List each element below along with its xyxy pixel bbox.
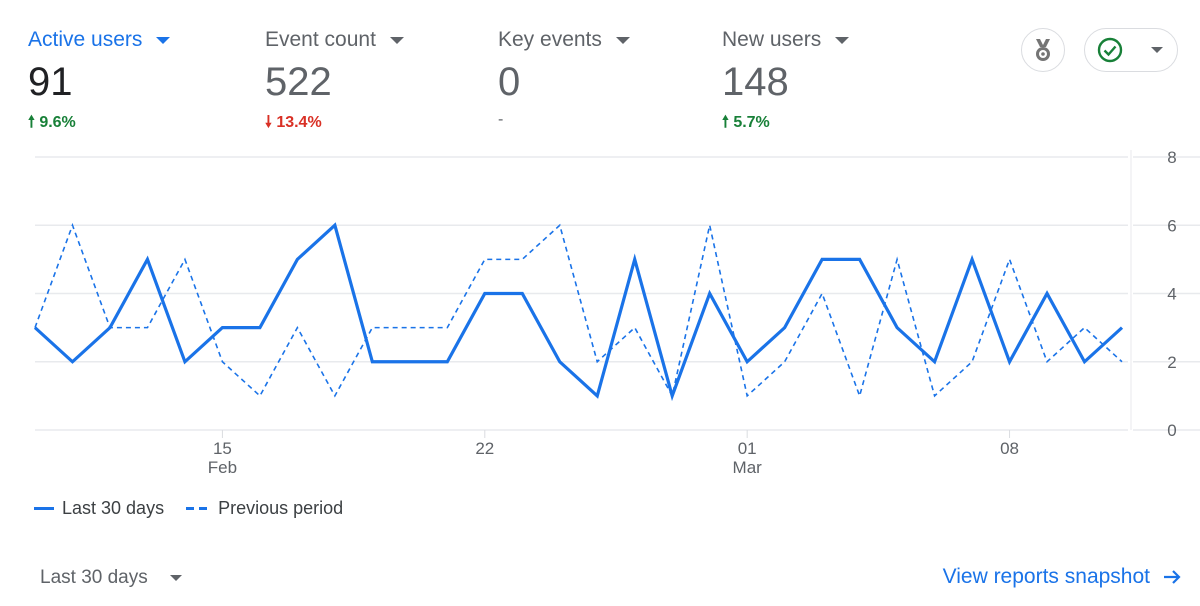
metric-value: 148	[722, 60, 789, 104]
metric-label[interactable]: Active users	[28, 28, 171, 52]
metric-value: 522	[265, 60, 332, 104]
y-tick-label: 2	[1167, 353, 1176, 372]
caret-down-icon	[389, 36, 404, 44]
metric-value: 0	[498, 60, 521, 104]
metric-delta: -	[498, 111, 504, 128]
chart-legend: Last 30 days Previous period	[34, 498, 343, 519]
caret-down-icon	[1151, 47, 1163, 53]
metric-label[interactable]: New users	[722, 28, 850, 52]
insights-button[interactable]	[1021, 28, 1065, 72]
series-line-last-30-days	[33, 222, 1124, 402]
x-tick-label: 22	[475, 439, 494, 458]
check-circle-icon	[1097, 37, 1123, 63]
x-tick-label: 01	[738, 439, 757, 458]
metric-delta: 🠕 5.7%	[722, 114, 770, 131]
legend-label-current: Last 30 days	[62, 498, 165, 518]
metric-new-users[interactable]: New users 148 🠕 5.7%	[722, 28, 850, 138]
x-tick-sublabel: Feb	[208, 458, 237, 477]
x-tick-sublabel: Mar	[733, 458, 763, 477]
series-line-previous-period	[34, 222, 1123, 399]
metric-active-users[interactable]: Active users 91 🠕 9.6%	[28, 28, 171, 138]
caret-down-icon	[615, 36, 630, 44]
y-tick-label: 4	[1167, 285, 1176, 304]
metric-label[interactable]: Key events	[498, 28, 630, 52]
metric-key-events[interactable]: Key events 0 -	[498, 28, 630, 129]
legend-dashed-swatch	[186, 507, 209, 510]
medal-icon	[1036, 39, 1050, 61]
data-quality-status-button[interactable]	[1084, 28, 1178, 72]
metric-label[interactable]: Event count	[265, 28, 404, 52]
caret-down-icon	[169, 575, 182, 581]
date-range-dropdown[interactable]: Last 30 days	[40, 567, 182, 589]
x-tick-label: 15	[213, 439, 232, 458]
legend-solid-swatch	[34, 507, 54, 510]
metric-delta: 🠕 9.6%	[28, 114, 76, 131]
metric-value: 91	[28, 60, 73, 104]
arrow-right-icon	[1164, 570, 1181, 584]
y-tick-label: 0	[1167, 421, 1176, 440]
metric-delta: 🠗 13.4%	[265, 114, 322, 131]
y-tick-label: 8	[1167, 150, 1176, 167]
view-reports-snapshot-link[interactable]: View reports snapshot	[943, 565, 1182, 589]
legend-label-previous: Previous period	[218, 498, 344, 518]
caret-down-icon	[835, 36, 850, 44]
metric-event-count[interactable]: Event count 522 🠗 13.4%	[265, 28, 404, 138]
caret-down-icon	[156, 36, 171, 44]
y-tick-label: 6	[1167, 216, 1176, 235]
x-tick-label: 08	[1000, 439, 1019, 458]
